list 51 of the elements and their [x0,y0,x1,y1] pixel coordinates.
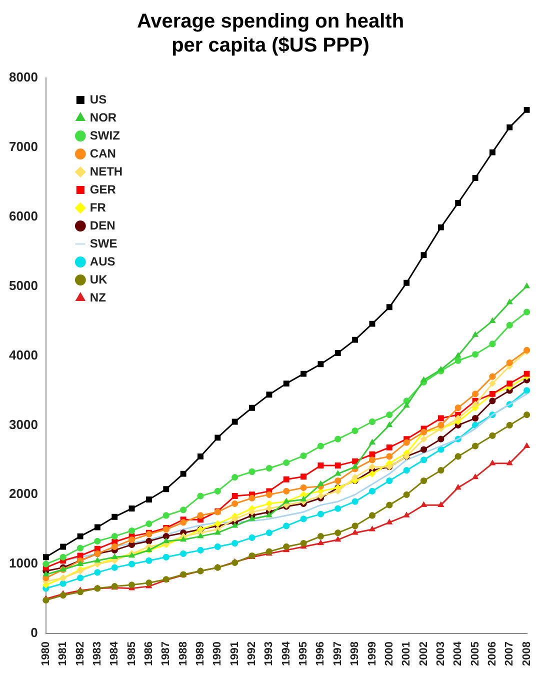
legend-label: UK [90,272,108,286]
legend-label: DEN [90,218,116,232]
x-tick-label: 2001 [400,642,413,666]
legend-label: SWIZ [90,128,120,142]
y-tick-label: 4000 [9,347,38,362]
x-tick-label: 1992 [246,642,258,666]
x-tick-label: 1988 [177,642,190,666]
x-tick-label: 1989 [194,642,207,666]
x-tick-label: 1990 [212,642,224,666]
legend-label: GER [90,182,116,196]
x-tick-label: 1984 [108,640,121,666]
legend-label: NOR [90,110,117,124]
y-tick-label: 8000 [9,70,38,85]
y-tick-label: 6000 [9,208,38,224]
x-tick-label: 1980 [40,642,52,666]
chart-title: Average spending on health per capita ($US PPP) [136,10,404,57]
x-tick-label: 1983 [91,642,104,666]
y-tick-label: 0 [30,625,38,640]
x-tick-label: 2007 [504,642,516,666]
x-tick-label: 1985 [126,642,138,666]
x-tick-label: 2003 [434,642,447,666]
legend-label: AUS [90,254,116,268]
legend-label: FR [90,200,106,214]
x-tick-label: 1995 [298,642,310,666]
x-tick-label: 1986 [142,642,155,666]
legend-label: US [90,92,107,106]
x-tick-label: 1981 [57,642,70,666]
x-tick-label: 1997 [332,642,344,666]
x-tick-label: 1987 [160,642,172,666]
legend-label: NZ [90,290,106,304]
x-tick-label: 2008 [520,642,533,666]
legend-label: SWE [90,236,118,250]
y-tick-label: 2000 [9,486,38,502]
y-tick-label: 3000 [9,416,38,432]
x-tick-label: 2004 [452,640,464,666]
x-tick-label: 2002 [418,642,430,666]
x-tick-label: 2005 [469,642,482,666]
y-tick-label: 5000 [9,278,38,293]
legend-label: CAN [90,146,116,160]
x-tick-label: 1994 [280,640,292,666]
x-tick-label: 1998 [349,642,362,666]
y-tick-label: 7000 [9,139,38,154]
legend-label: NETH [90,164,123,178]
x-tick-label: 1996 [314,642,327,666]
x-tick-label: 2000 [383,642,396,666]
x-tick-label: 1993 [263,642,276,666]
x-tick-label: 2006 [486,642,498,666]
x-tick-label: 1991 [228,642,241,666]
x-tick-label: 1999 [366,642,378,666]
x-tick-label: 1982 [74,642,86,666]
y-tick-label: 1000 [9,556,38,571]
